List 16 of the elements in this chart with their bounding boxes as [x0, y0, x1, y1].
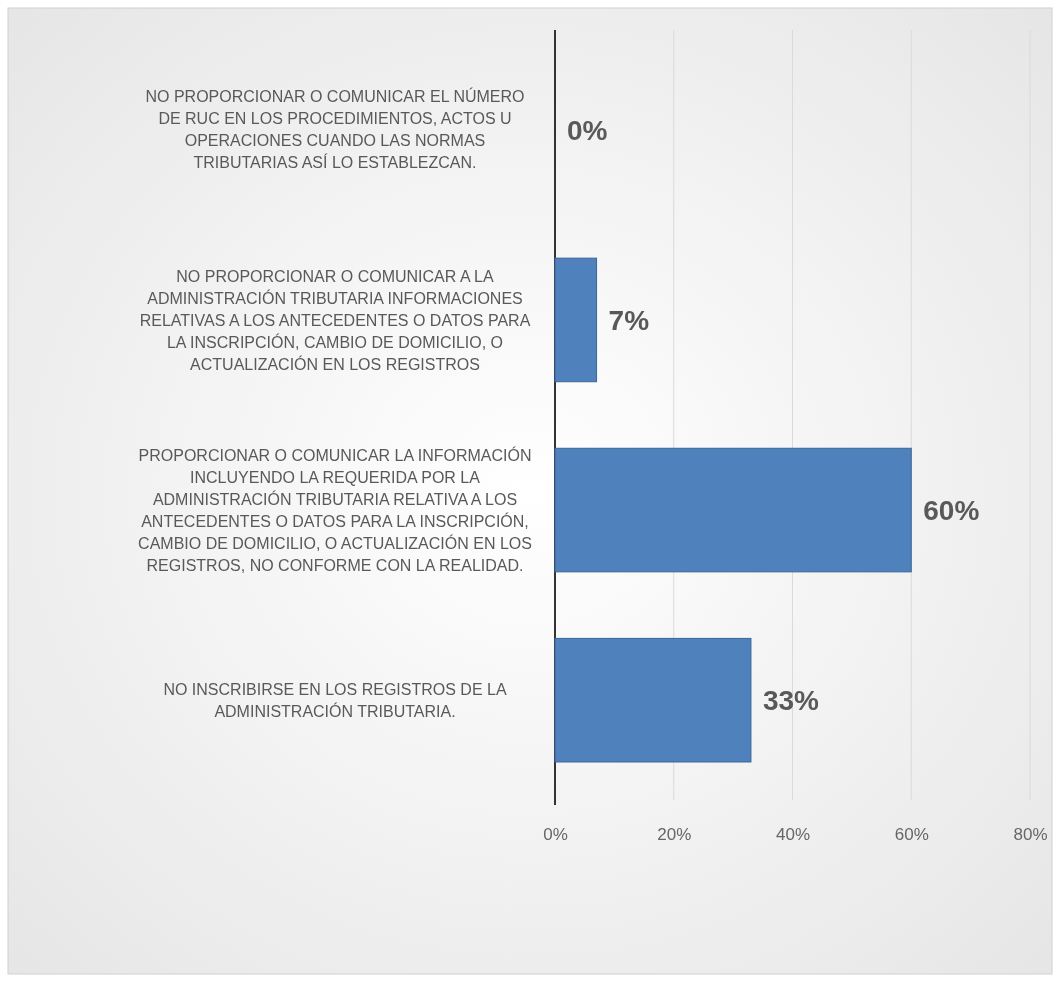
y-tick-label: PROPORCIONAR O COMUNICAR LA INFORMACIÓN INCLUYENDO LA REQUERIDA POR LA ADMINISTRACIÓN TRIBUTARIA RELATIVA A LOS ANTECEDENTES O DATOS PARA LA INSCRIPCIÓN, CAMBIO DE DOMICILIO, O ACTUALIZACIÓN EN LOS REGISTROS, NO CONFORME CON LA REALIDAD.: [138, 445, 532, 574]
y-tick-label: NO PROPORCIONAR O COMUNICAR A LA ADMINISTRACIÓN TRIBUTARIA INFORMACIONES RELATIVAS A LOS ANTECEDENTES O DATOS PARA LA INSCRIPCIÓN, CAMBIO DE DOMICILIO, O ACTUALIZACIÓN EN LOS REGISTROS: [139, 267, 531, 373]
bar: [554, 257, 598, 383]
x-tick-label: 40%: [775, 825, 811, 845]
data-label: 60%: [923, 494, 980, 526]
data-label: 0%: [567, 114, 608, 146]
data-label: 33%: [762, 684, 820, 716]
data-label: 7%: [608, 304, 650, 336]
y-tick-label: NO INSCRIBIRSE EN LOS REGISTROS DE LA ADMINISTRACIÓN TRIBUTARIA.: [163, 680, 507, 720]
bar: [554, 637, 752, 763]
x-tick-label: 0%: [543, 825, 568, 845]
bar: [554, 447, 912, 573]
x-tick-label: 80%: [1013, 825, 1048, 845]
x-tick-label: 20%: [657, 825, 692, 845]
x-tick-label: 60%: [894, 825, 929, 845]
y-tick-label: NO PROPORCIONAR O COMUNICAR EL NÚMERO DE RUC EN LOS PROCEDIMIENTOS, ACTOS U OPERACIONES CUANDO LAS NORMAS TRIBUTARIAS ASÍ LO ESTABLEZCAN.: [145, 87, 525, 172]
